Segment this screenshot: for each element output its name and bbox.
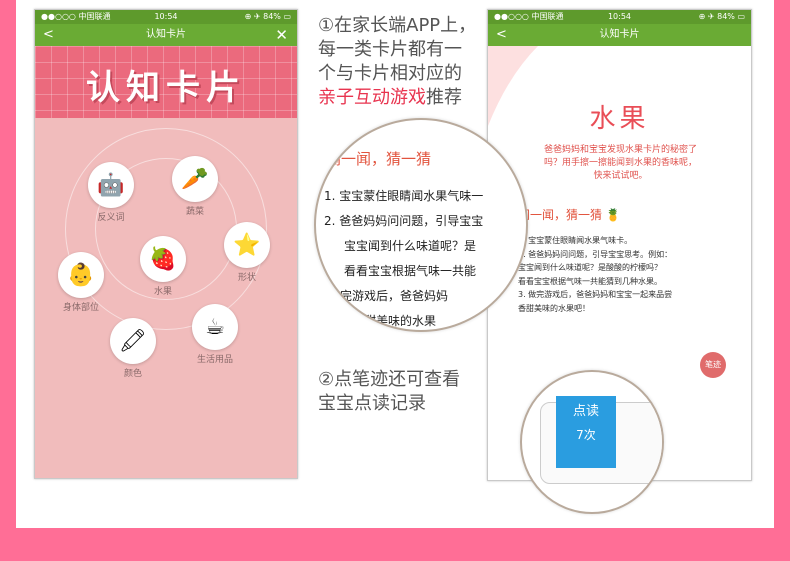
clock-text: 10:54: [154, 12, 178, 21]
star-icon: ⭐: [224, 222, 270, 268]
category-fruit[interactable]: 🍓 水果: [133, 236, 193, 297]
zoom-read-record: 点读 7次: [520, 370, 664, 514]
card-title: 水果: [589, 104, 650, 134]
close-icon[interactable]: ✕: [275, 26, 288, 44]
pen-record-button[interactable]: 笔迹: [700, 352, 726, 378]
read-count: 7次: [576, 428, 596, 442]
zoom-line: 看看宝宝根据气味一共能: [344, 264, 477, 278]
caption-line: 推荐: [426, 87, 462, 108]
zoom-line: 甜美味的水果: [364, 314, 437, 328]
caption-2: ②点笔迹还可查看 宝宝点读记录: [318, 368, 488, 416]
caption-number: ②: [318, 369, 335, 390]
decor-ring: [65, 128, 267, 330]
decor-curve: [488, 46, 538, 126]
caption-line: 个与卡片相对应的: [318, 63, 462, 84]
strawberry-icon: 🍓: [140, 236, 186, 282]
zoom-line: 宝宝闻到什么味道呢？是: [344, 239, 477, 253]
step-line: 看看宝宝根据气味一共能猜到几种水果。: [518, 276, 662, 286]
category-shape[interactable]: ⭐ 形状: [217, 222, 277, 283]
intro-text: 爸爸妈妈和宝宝发现水果卡片的秘密了 吗？用手擦一擦能闻到水果的香味呢， 快来试试…: [508, 144, 733, 183]
category-label: 水果: [153, 287, 172, 297]
zoom-game-title: 闻一闻，猜一猜: [326, 150, 432, 168]
clock-text: 10:54: [607, 12, 632, 21]
nav-title: 认知卡片: [599, 29, 640, 40]
category-label: 身体部位: [62, 303, 99, 313]
category-body-parts[interactable]: 👶 身体部位: [51, 252, 111, 313]
status-bar: ●●○○○ 中国联通 10:54 ⊕ ✈ 84% ▭: [488, 10, 751, 24]
category-area: 🤖 反义词 🥕 蔬菜 🍓 水果 ⭐ 形状 👶 身体部位 🖍 颜色 ☕ 生活用品: [35, 118, 297, 478]
caption-highlight: 亲子互动游戏: [318, 87, 426, 108]
carrier-text: ●●○○○ 中国联通: [494, 12, 564, 21]
carrier-text: ●●○○○ 中国联通: [41, 12, 111, 21]
category-label: 颜色: [123, 369, 142, 379]
category-label: 反义词: [97, 213, 125, 223]
game-steps: 1. 宝宝蒙住眼睛闻水果气味卡。 2. 爸爸妈妈问问题，引导宝宝思考。例如： 宝…: [518, 234, 743, 315]
nav-title: 认知卡片: [146, 29, 186, 40]
zoom-line: 1. 宝宝蒙住眼睛闻水果气味一: [324, 189, 484, 203]
category-label: 形状: [237, 273, 256, 283]
category-daily-goods[interactable]: ☕ 生活用品: [185, 304, 245, 365]
battery-text: ⊕ ✈ 84% ▭: [244, 12, 291, 21]
step-line: 1. 宝宝蒙住眼睛闻水果气味卡。: [518, 236, 633, 245]
intro-line: 爸爸妈妈和宝宝发现水果卡片的秘密了: [543, 145, 697, 155]
intro-line: 快来试试吧。: [593, 171, 648, 181]
nav-bar: < 认知卡片 ✕: [35, 24, 297, 46]
category-antonym[interactable]: 🤖 反义词: [81, 162, 141, 223]
pineapple-icon: 🍍: [605, 208, 621, 222]
read-label: 点读: [572, 404, 599, 419]
zoom-game-detail: 闻一闻，猜一猜 1. 宝宝蒙住眼睛闻水果气味一 2. 爸爸妈妈问问题，引导宝宝 …: [314, 118, 528, 332]
left-phone-screen: ●●○○○ 中国联通 10:54 ⊕ ✈ 84% ▭ < 认知卡片 ✕ 认知卡片…: [34, 9, 298, 479]
zoom-steps: 1. 宝宝蒙住眼睛闻水果气味一 2. 爸爸妈妈问问题，引导宝宝 宝宝闻到什么味道…: [324, 184, 484, 330]
back-icon[interactable]: <: [43, 27, 54, 42]
banner: 认知卡片: [35, 46, 297, 118]
nav-bar: < 认知卡片: [488, 24, 751, 46]
back-icon[interactable]: <: [496, 27, 507, 42]
step-line: 3. 做完游戏后，爸爸妈妈和宝宝一起来品尝: [518, 290, 673, 299]
crayons-icon: 🖍: [110, 318, 156, 364]
zoom-line: 做完游戏后，爸爸妈妈: [328, 289, 449, 303]
banner-title: 认知卡片: [86, 68, 246, 108]
caption-line: 在家长端APP上，: [334, 15, 477, 36]
read-count-badge: 点读 7次: [556, 396, 616, 468]
status-bar: ●●○○○ 中国联通 10:54 ⊕ ✈ 84% ▭: [35, 10, 297, 24]
caption-line: 点笔迹还可查看: [334, 369, 461, 390]
caption-number: ①: [318, 15, 335, 36]
carrot-icon: 🥕: [172, 156, 218, 202]
category-label: 生活用品: [196, 355, 233, 365]
step-line: 香甜美味的水果吧！: [518, 303, 590, 313]
category-vegetable[interactable]: 🥕 蔬菜: [165, 156, 225, 217]
zoom-line: 2. 爸爸妈妈问问题，引导宝宝: [324, 214, 484, 228]
step-line: 宝宝闻到什么味道呢？是酸酸的柠檬吗？: [518, 263, 662, 272]
step-line: 2. 爸爸妈妈问问题，引导宝宝思考。例如：: [518, 249, 673, 259]
caption-1: ①在家长端APP上， 每一类卡片都有一 个与卡片相对应的 亲子互动游戏推荐: [318, 14, 488, 110]
category-label: 蔬菜: [185, 207, 204, 217]
game-title: 闻一闻，猜一猜 🍍: [518, 206, 621, 223]
game-title-text: 闻一闻，猜一猜: [518, 208, 603, 222]
battery-text: ⊕ ✈ 84% ▭: [698, 12, 745, 21]
caption-line: 宝宝点读记录: [318, 393, 426, 414]
intro-line: 吗？用手擦一擦能闻到水果的香味呢，: [543, 158, 697, 168]
face-icon: 👶: [58, 252, 104, 298]
cup-icon: ☕: [192, 304, 238, 350]
boy-robot-icon: 🤖: [88, 162, 134, 208]
caption-line: 每一类卡片都有一: [318, 39, 462, 60]
category-color[interactable]: 🖍 颜色: [103, 318, 163, 379]
